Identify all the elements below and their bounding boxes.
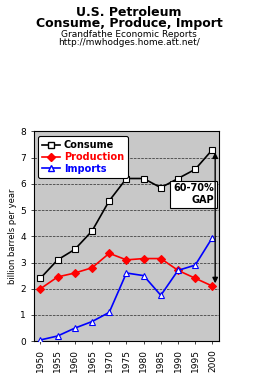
Legend: Consume, Production, Imports: Consume, Production, Imports bbox=[38, 136, 128, 178]
Y-axis label: billion barrels per year: billion barrels per year bbox=[8, 189, 17, 284]
Text: Grandfathe Economic Reports: Grandfathe Economic Reports bbox=[61, 30, 197, 39]
Text: U.S. Petroleum: U.S. Petroleum bbox=[76, 6, 182, 19]
Text: Consume, Produce, Import: Consume, Produce, Import bbox=[36, 17, 222, 30]
Text: http://mwhodges.home.att.net/: http://mwhodges.home.att.net/ bbox=[58, 38, 200, 47]
Text: 60-70%
GAP: 60-70% GAP bbox=[173, 183, 214, 205]
